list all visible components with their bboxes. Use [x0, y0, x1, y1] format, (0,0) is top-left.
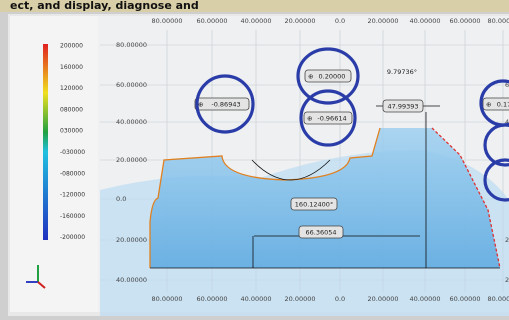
- callout-value: 66.36054: [305, 229, 336, 237]
- color-scale-label: -120000: [60, 192, 85, 199]
- bottom-axis-label: 80.00000: [151, 295, 182, 303]
- page: ect, and display, diagnose and 200000 160…: [0, 0, 509, 316]
- callout-value: 160.12400°: [295, 201, 333, 209]
- left-axis-label: 80.00000: [116, 41, 147, 49]
- bottom-axis-label: 0.0: [335, 295, 345, 303]
- top-axis-label: 20.00000: [367, 17, 398, 25]
- top-axis-label: 20.00000: [284, 17, 315, 25]
- color-scale-label: 030000: [60, 128, 83, 135]
- bottom-axis-label: 60.00000: [449, 295, 480, 303]
- caption: ect, and display, diagnose and: [10, 0, 199, 12]
- top-axis-label: 80.00000: [487, 17, 509, 25]
- screenshot: ect, and display, diagnose and 200000 160…: [0, 0, 509, 316]
- left-axis-label: 40.00000: [116, 118, 147, 126]
- callout-icon: ⊕: [486, 101, 491, 109]
- dimension-label: 9.79736°: [387, 68, 417, 76]
- callout-value: 47.99393: [387, 103, 418, 111]
- legend-panel: [10, 16, 98, 312]
- top-axis-label: 0.0: [335, 17, 345, 25]
- bottom-axis-label: 20.00000: [284, 295, 315, 303]
- callout-icon: ⊕: [307, 115, 312, 123]
- callout-value: -0.96614: [317, 115, 346, 123]
- right-axis-label: 2: [505, 236, 509, 244]
- callout-value: 0.17: [497, 101, 509, 109]
- left-axis-label: 0.0: [116, 195, 126, 203]
- color-scale-label: 120000: [60, 85, 83, 92]
- callout-icon: ⊕: [198, 101, 203, 109]
- callout-value: -0.86943: [211, 101, 240, 109]
- bottom-axis-label: 80.00000: [487, 295, 509, 303]
- left-axis-label: 20.00000: [116, 236, 147, 244]
- left-axis-label: 20.00000: [116, 156, 147, 164]
- color-scale-label: -080000: [60, 170, 85, 177]
- top-axis-label: 40.00000: [409, 17, 440, 25]
- color-scale-label: 160000: [60, 64, 83, 71]
- bottom-axis-label: 60.00000: [196, 295, 227, 303]
- bottom-axis-label: 40.00000: [240, 295, 271, 303]
- callout-value: 0.20000: [319, 73, 346, 81]
- color-scale-label: -200000: [60, 234, 85, 241]
- color-bar: [43, 44, 48, 240]
- callout-icon: ⊕: [308, 73, 313, 81]
- left-axis-label: 40.00000: [116, 276, 147, 284]
- top-axis-label: 40.00000: [240, 17, 271, 25]
- color-scale-label: 200000: [60, 43, 83, 50]
- left-axis-label: 60.00000: [116, 81, 147, 89]
- color-scale-label: 080000: [60, 106, 83, 113]
- top-axis-label: 80.00000: [151, 17, 182, 25]
- bottom-axis-label: 40.00000: [409, 295, 440, 303]
- top-axis-label: 60.00000: [196, 17, 227, 25]
- top-axis-label: 60.00000: [449, 17, 480, 25]
- color-scale-label: -160000: [60, 213, 85, 220]
- bottom-axis-label: 20.00000: [367, 295, 398, 303]
- right-axis-label: 2: [505, 276, 509, 284]
- color-scale-label: -030000: [60, 149, 85, 156]
